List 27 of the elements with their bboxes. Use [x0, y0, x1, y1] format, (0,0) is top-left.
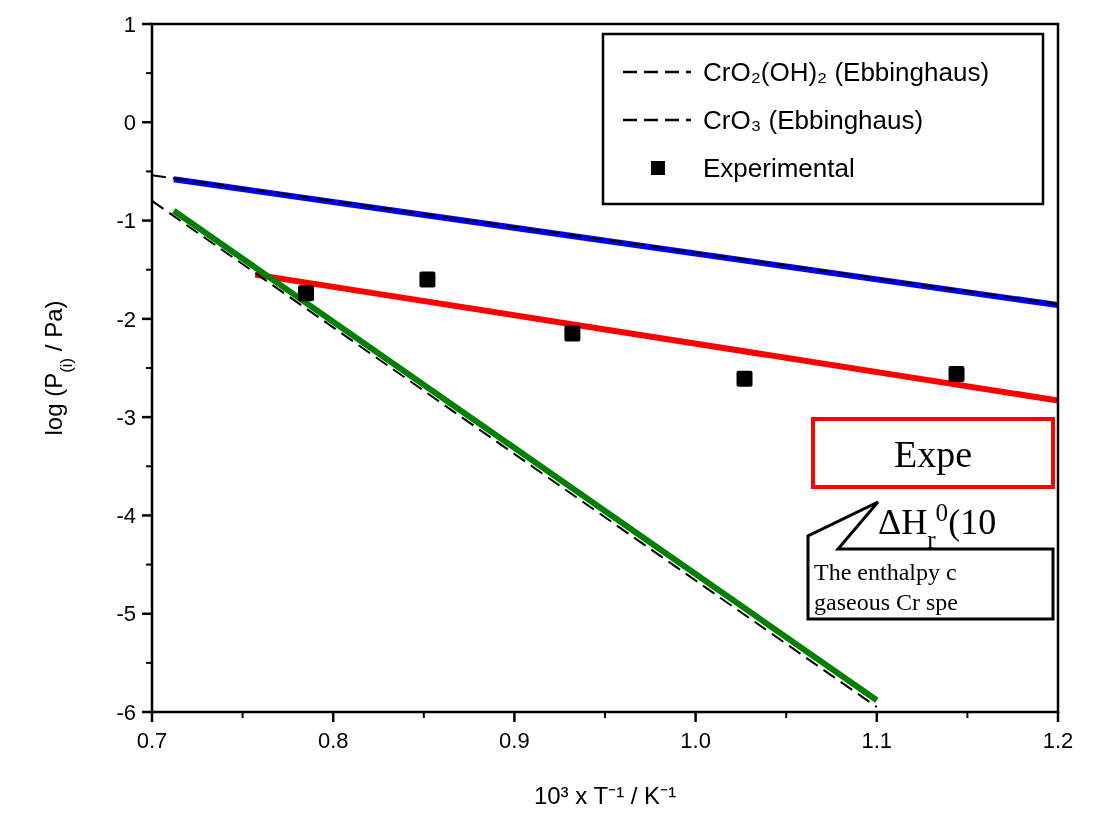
point	[736, 370, 753, 387]
y-tick-label: -1	[116, 208, 136, 234]
y-tick-label: -4	[116, 503, 136, 529]
annotation: gaseous Cr spe	[814, 589, 958, 615]
y-tick-label: 1	[123, 11, 136, 37]
x-tick-label: 0.9	[499, 728, 530, 753]
legend-label: CrO₂(OH)₂ (Ebbinghaus)	[703, 57, 990, 88]
point	[298, 285, 315, 302]
point	[419, 271, 436, 288]
legend-label: CrO₃ (Ebbinghaus)	[703, 105, 924, 136]
x-tick-label: 0.8	[317, 728, 349, 753]
point	[948, 365, 965, 382]
x-tick-label: 0.7	[136, 728, 168, 753]
y-tick-label: 0	[123, 109, 136, 135]
x-tick-label: 1.2	[1042, 728, 1074, 753]
y-tick-label: -3	[116, 404, 136, 430]
legend-label: Experimental	[703, 153, 855, 184]
y-tick-label: -6	[116, 699, 136, 725]
annotation: The enthalpy c	[814, 559, 957, 585]
x-tick-label: 1.1	[861, 728, 893, 753]
y-tick-label: -2	[116, 306, 136, 332]
point	[564, 325, 581, 342]
x-axis-title: 10³ x T⁻¹ / K⁻¹	[533, 782, 677, 809]
x-tick-label: 1.0	[680, 728, 711, 753]
annotation: ΔH$_{r}$$^{0}$(10	[878, 498, 997, 553]
y-tick-label: -5	[116, 601, 136, 627]
annotation: Expe	[893, 433, 973, 475]
